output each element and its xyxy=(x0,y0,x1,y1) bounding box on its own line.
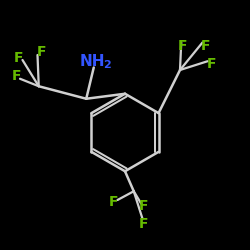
Text: NH: NH xyxy=(80,54,105,69)
Text: F: F xyxy=(206,57,216,71)
Text: F: F xyxy=(12,69,21,83)
Text: F: F xyxy=(200,39,210,53)
Text: F: F xyxy=(14,50,24,64)
Text: F: F xyxy=(139,199,148,213)
Text: F: F xyxy=(109,196,118,209)
Text: F: F xyxy=(139,217,148,231)
Text: 2: 2 xyxy=(104,60,112,70)
Text: F: F xyxy=(36,46,46,60)
Text: F: F xyxy=(178,39,187,53)
